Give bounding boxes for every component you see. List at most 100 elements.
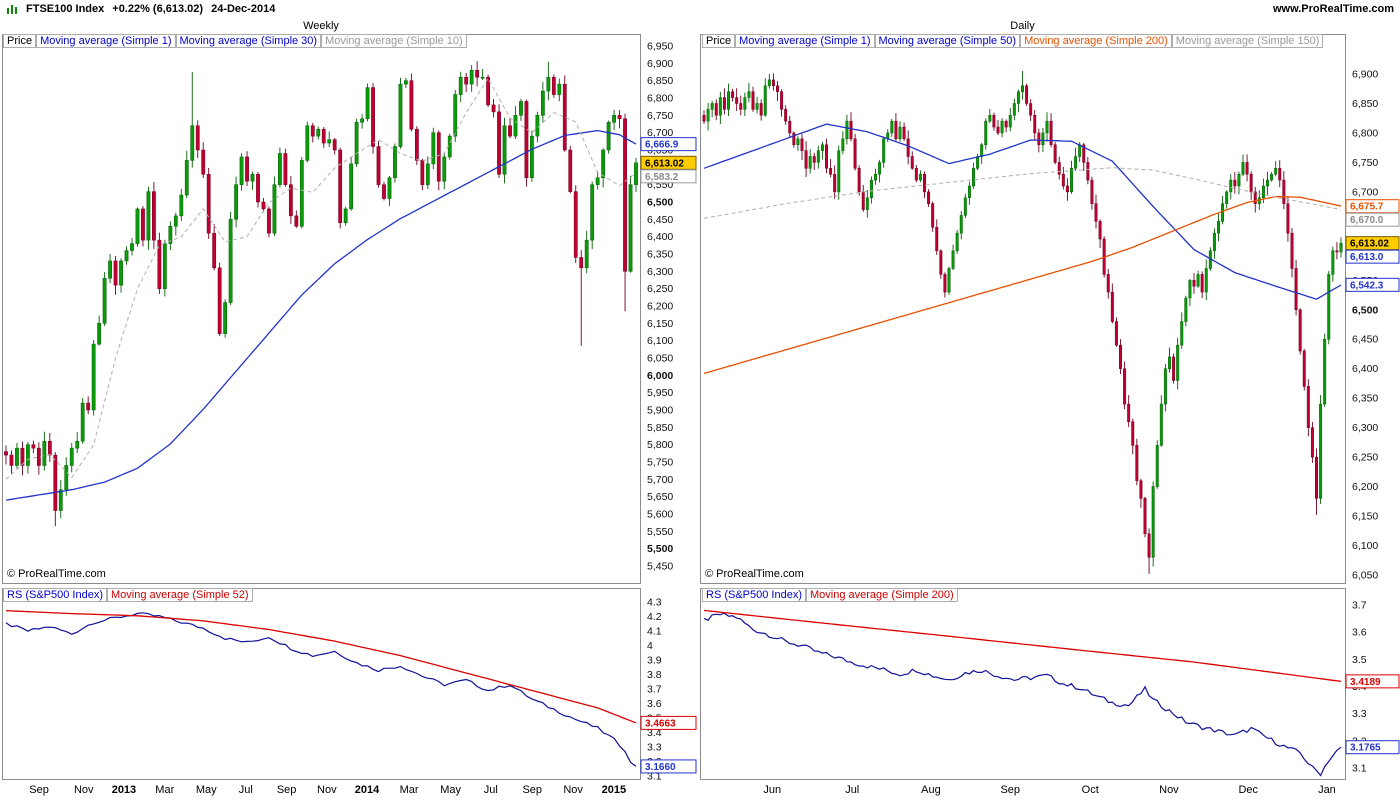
series-line-sma52 <box>5 610 637 724</box>
svg-text:6,666.9: 6,666.9 <box>645 140 679 151</box>
legend-item-moving-average-simple-1[interactable]: Moving average (Simple 1) <box>735 34 875 48</box>
legend-item-rs-s-p500-index[interactable]: RS (S&P500 Index) <box>3 588 107 602</box>
svg-text:6,900: 6,900 <box>647 58 673 70</box>
svg-text:6,500: 6,500 <box>647 197 673 209</box>
x-axis-label: Sep <box>522 784 543 796</box>
svg-text:6,670.0: 6,670.0 <box>1350 215 1384 226</box>
plot-border <box>2 588 641 780</box>
svg-text:3.6: 3.6 <box>647 698 662 710</box>
legend-item-moving-average-simple-52[interactable]: Moving average (Simple 52) <box>107 588 253 602</box>
legend-item-rs-s-p500-index[interactable]: RS (S&P500 Index) <box>702 588 806 602</box>
legend-item-moving-average-simple-200[interactable]: Moving average (Simple 200) <box>1020 34 1172 48</box>
weekly-rs-chart[interactable]: 4.34.24.143.93.83.73.63.53.43.33.23.13.4… <box>2 588 697 780</box>
legend-item-moving-average-simple-50[interactable]: Moving average (Simple 50) <box>874 34 1021 48</box>
svg-text:6,613.02: 6,613.02 <box>1350 239 1389 250</box>
candles <box>4 61 638 527</box>
price-tag-gray: 6,583.2 <box>640 169 697 184</box>
svg-text:3.3: 3.3 <box>647 742 662 754</box>
weekly-rs-panel: RS (S&P500 Index) Moving average (Simple … <box>2 586 698 782</box>
svg-text:6,250: 6,250 <box>647 283 673 295</box>
series-line-sma150 <box>703 167 1342 219</box>
x-axis-label: Jul <box>845 784 860 796</box>
svg-text:3.4189: 3.4189 <box>1350 677 1381 688</box>
price-tag-red: 3.4189 <box>1345 674 1400 689</box>
series-line-sma200 <box>703 609 1342 683</box>
x-axis-label: May <box>195 784 217 796</box>
svg-text:6,400: 6,400 <box>647 231 673 243</box>
y-axis-labels: 6,9006,8506,8006,7506,7006,6506,6006,550… <box>1352 69 1378 582</box>
chart-icon <box>6 3 18 15</box>
legend-item-moving-average-simple-1[interactable]: Moving average (Simple 1) <box>36 34 176 48</box>
svg-text:6,900: 6,900 <box>1352 69 1378 81</box>
svg-text:6,400: 6,400 <box>1352 363 1378 375</box>
svg-text:6,050: 6,050 <box>647 353 673 365</box>
x-axis-label: 2015 <box>601 784 627 796</box>
svg-text:6,850: 6,850 <box>1352 98 1378 110</box>
x-axis-label: 2013 <box>111 784 137 796</box>
series-line-sma30 <box>5 129 637 501</box>
daily-price-chart[interactable]: 6,9006,8506,8006,7506,7006,6506,6006,550… <box>700 34 1400 584</box>
legend-item-moving-average-simple-30[interactable]: Moving average (Simple 30) <box>175 34 322 48</box>
price-tag-blue: 3.1660 <box>640 759 697 774</box>
y-axis-labels: 6,9506,9006,8506,8006,7506,7006,6506,600… <box>647 41 673 573</box>
svg-text:6,750: 6,750 <box>1352 157 1378 169</box>
svg-text:6,450: 6,450 <box>1352 334 1378 346</box>
y-axis-labels: 3.73.63.53.43.33.23.1 <box>1352 600 1367 775</box>
svg-text:6,100: 6,100 <box>1352 540 1378 552</box>
svg-text:5,750: 5,750 <box>647 457 673 469</box>
site-link[interactable]: www.ProRealTime.com <box>1272 3 1394 15</box>
daily-rs-legend: RS (S&P500 Index) Moving average (Simple … <box>702 588 958 602</box>
svg-text:3.3: 3.3 <box>1352 708 1367 720</box>
x-axis-label: Nov <box>317 784 337 796</box>
legend-item-moving-average-simple-200[interactable]: Moving average (Simple 200) <box>806 588 958 602</box>
svg-text:3.4663: 3.4663 <box>645 718 676 729</box>
x-axis-label: Jun <box>763 784 782 796</box>
plot-border <box>2 34 641 584</box>
legend-item-moving-average-simple-10[interactable]: Moving average (Simple 10) <box>321 34 467 48</box>
legend-item-price[interactable]: Price <box>702 34 736 48</box>
svg-text:5,850: 5,850 <box>647 422 673 434</box>
svg-text:6,800: 6,800 <box>1352 127 1378 139</box>
svg-text:3.1765: 3.1765 <box>1350 743 1381 754</box>
svg-text:5,550: 5,550 <box>647 526 673 538</box>
svg-text:6,300: 6,300 <box>1352 422 1378 434</box>
svg-text:6,450: 6,450 <box>647 214 673 226</box>
svg-text:5,500: 5,500 <box>647 543 673 555</box>
price-tag-blue: 6,613.0 <box>1345 249 1400 264</box>
x-axis-label: Sep <box>276 784 297 796</box>
top-bar: FTSE100 Index +0.22% (6,613.02) 24-Dec-2… <box>0 0 1400 18</box>
plot-border <box>700 588 1346 780</box>
quote-date: 24-Dec-2014 <box>211 3 276 15</box>
svg-text:3.1: 3.1 <box>1352 763 1367 775</box>
svg-text:6,850: 6,850 <box>647 75 673 87</box>
svg-text:6,500: 6,500 <box>1352 304 1378 316</box>
svg-text:3.5: 3.5 <box>1352 654 1367 666</box>
svg-text:6,700: 6,700 <box>647 127 673 139</box>
svg-text:6,350: 6,350 <box>1352 393 1378 405</box>
svg-text:6,050: 6,050 <box>1352 570 1378 582</box>
price-tag-blue: 3.1765 <box>1345 740 1400 755</box>
svg-text:6,675.7: 6,675.7 <box>1350 202 1384 213</box>
svg-text:6,150: 6,150 <box>647 318 673 330</box>
svg-text:4.1: 4.1 <box>647 626 662 638</box>
legend-item-moving-average-simple-150[interactable]: Moving average (Simple 150) <box>1171 34 1324 48</box>
instrument-info: FTSE100 Index +0.22% (6,613.02) 24-Dec-2… <box>6 3 275 15</box>
price-tag-red: 3.4663 <box>640 715 697 730</box>
svg-text:5,700: 5,700 <box>647 474 673 486</box>
svg-text:6,150: 6,150 <box>1352 511 1378 523</box>
x-axis-label: Nov <box>1159 784 1179 796</box>
x-axis-label: Sep <box>1000 784 1021 796</box>
price-tag-last: 6,613.02 <box>1345 236 1400 251</box>
svg-text:3.1: 3.1 <box>647 771 662 781</box>
svg-text:6,583.2: 6,583.2 <box>645 172 679 183</box>
svg-text:3.6: 3.6 <box>1352 627 1367 639</box>
x-axis-label: Aug <box>921 784 941 796</box>
svg-text:3.9: 3.9 <box>647 655 662 667</box>
legend-item-price[interactable]: Price <box>3 34 37 48</box>
weekly-chart-panel: Weekly Price Moving average (Simple 1) Mov… <box>2 18 698 602</box>
candles <box>702 71 1343 574</box>
svg-text:6,100: 6,100 <box>647 335 673 347</box>
weekly-price-chart[interactable]: 6,9506,9006,8506,8006,7506,7006,6506,600… <box>2 34 697 584</box>
